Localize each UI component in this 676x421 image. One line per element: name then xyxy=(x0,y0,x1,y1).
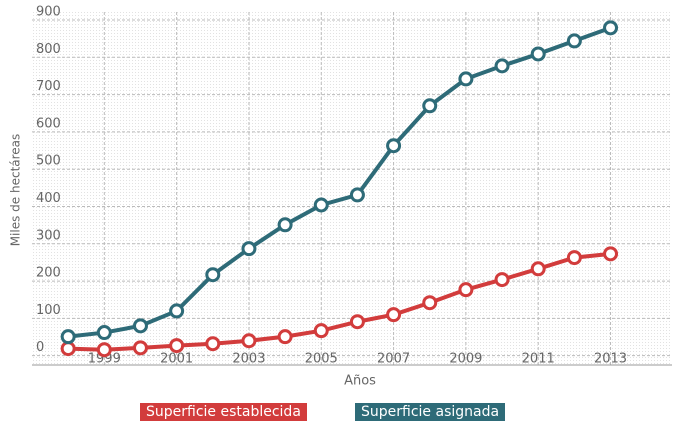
point xyxy=(313,323,329,339)
point xyxy=(386,138,402,154)
point xyxy=(60,329,76,345)
point xyxy=(458,71,474,87)
point xyxy=(169,303,185,319)
x-tick-label: 2009 xyxy=(449,352,482,367)
point xyxy=(422,98,438,114)
legend-entry[interactable]: Superficie asignada xyxy=(355,403,506,421)
x-tick-label: 2007 xyxy=(377,352,410,367)
point xyxy=(603,246,619,262)
y-tick-label: 500 xyxy=(36,154,61,169)
y-tick-label: 100 xyxy=(36,303,61,318)
point xyxy=(566,33,582,49)
point xyxy=(603,20,619,36)
x-tick-label: 2003 xyxy=(232,352,265,367)
series-line xyxy=(67,25,612,339)
point xyxy=(277,329,293,345)
x-tick-label: 2011 xyxy=(522,352,555,367)
point xyxy=(96,325,112,341)
x-tick-label: 2013 xyxy=(594,352,627,367)
point xyxy=(458,282,474,298)
point xyxy=(349,187,365,203)
series-line xyxy=(68,251,611,352)
point xyxy=(494,58,510,74)
legend-entry[interactable]: Superficie establecida xyxy=(140,403,307,421)
x-tick-label: 1999 xyxy=(88,352,121,367)
plot-background xyxy=(32,12,672,365)
point xyxy=(530,261,546,277)
x-axis-label: Años xyxy=(344,374,376,389)
y-tick-label: 200 xyxy=(36,266,61,281)
y-tick-label: 700 xyxy=(36,79,61,94)
point xyxy=(96,342,112,358)
point xyxy=(60,341,76,357)
point xyxy=(494,272,510,288)
point xyxy=(313,197,329,213)
y-tick-label: 300 xyxy=(36,228,61,243)
point xyxy=(241,333,257,349)
y-tick-label: 400 xyxy=(36,191,61,206)
point xyxy=(205,336,221,352)
point xyxy=(566,250,582,266)
point xyxy=(169,338,185,354)
point xyxy=(422,295,438,311)
point xyxy=(386,307,402,323)
x-tick-label: 2001 xyxy=(160,352,193,367)
point xyxy=(349,314,365,330)
y-tick-label: 0 xyxy=(36,340,44,355)
point xyxy=(132,318,148,334)
point xyxy=(277,217,293,233)
point xyxy=(205,267,221,283)
y-tick-label: 600 xyxy=(36,116,61,131)
chart: Años Miles de hectáreas 0 100 200 300 400 500… xyxy=(9,5,672,389)
y-tick-label: 800 xyxy=(36,42,61,57)
y-axis-label: Miles de hectáreas xyxy=(9,134,23,247)
point xyxy=(530,46,546,62)
x-tick-label: 2005 xyxy=(305,352,338,367)
point xyxy=(132,340,148,356)
y-tick-label: 900 xyxy=(36,5,61,20)
point xyxy=(241,241,257,257)
